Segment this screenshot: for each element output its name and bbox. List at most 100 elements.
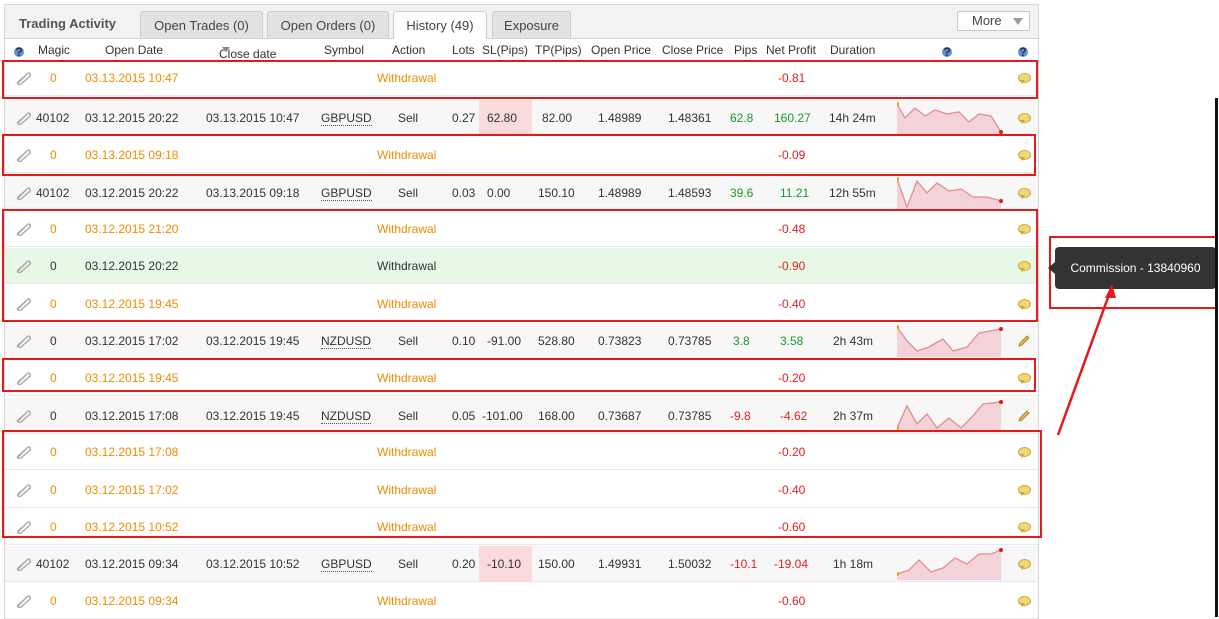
attachment-icon[interactable] [15, 259, 31, 273]
comment-icon[interactable] [1018, 150, 1031, 161]
pencil-icon[interactable] [1017, 409, 1031, 423]
symbol-link[interactable]: GBPUSD [321, 100, 372, 136]
col-sl[interactable]: SL(Pips) [482, 43, 529, 57]
tab-open-trades[interactable]: Open Trades (0) [140, 11, 263, 38]
open-date-cell: 03.12.2015 21:20 [85, 222, 179, 236]
col-close-price[interactable]: Close Price [662, 43, 724, 57]
table-row[interactable]: 0 03.12.2015 19:45 Withdrawal -0.20 [5, 360, 1038, 396]
attachment-icon[interactable] [15, 594, 31, 608]
table-row[interactable]: 0 03.12.2015 17:08 03.12.2015 19:45 NZDUSD S… [5, 398, 1038, 434]
tab-exposure[interactable]: Exposure [492, 11, 571, 38]
col-tp[interactable]: TP(Pips) [535, 43, 582, 57]
symbol-link[interactable]: NZDUSD [321, 398, 371, 434]
attachment-icon[interactable] [15, 557, 31, 571]
action-cell: Withdrawal [377, 259, 437, 273]
comment-icon[interactable] [1018, 447, 1031, 458]
magic-cell: 0 [50, 297, 57, 311]
col-duration[interactable]: Duration [830, 43, 876, 57]
attachment-icon[interactable] [15, 483, 31, 497]
comment-icon[interactable] [1018, 559, 1031, 570]
tab-history[interactable]: History (49) [393, 11, 487, 39]
symbol-text[interactable]: GBPUSD [321, 186, 372, 201]
comment-icon[interactable] [1018, 224, 1031, 235]
sl-cell: -10.10 [487, 557, 522, 571]
table-row[interactable]: 0 03.13.2015 09:18 Withdrawal -0.09 [5, 137, 1038, 173]
comment-icon[interactable] [1018, 485, 1031, 496]
open-price-cell: 1.48989 [598, 186, 642, 200]
commission-tooltip: Commission - 13840960 [1048, 247, 1216, 289]
comment-icon[interactable] [1018, 188, 1031, 199]
action-cell: Withdrawal [377, 371, 437, 385]
symbol-text[interactable]: NZDUSD [321, 334, 371, 349]
net-profit-cell: -0.40 [778, 297, 806, 311]
table-row[interactable]: 0 03.12.2015 17:08 Withdrawal -0.20 [5, 434, 1038, 470]
col-open-date[interactable]: Open Date [105, 43, 164, 57]
table-row[interactable]: 0 03.12.2015 09:34 Withdrawal -0.60 [5, 583, 1038, 619]
symbol-text[interactable]: GBPUSD [321, 111, 372, 126]
attachment-icon[interactable] [15, 297, 31, 311]
pencil-icon[interactable] [1017, 334, 1031, 348]
attachment-icon[interactable] [15, 409, 31, 423]
col-magic[interactable]: Magic [38, 43, 71, 57]
comment-icon[interactable] [1018, 73, 1031, 84]
action-cell: Withdrawal [377, 445, 437, 459]
magic-cell: 0 [50, 483, 57, 497]
tab-open-orders[interactable]: Open Orders (0) [267, 11, 389, 38]
table-row[interactable]: 0 03.12.2015 21:20 Withdrawal -0.48 [5, 211, 1038, 247]
annotation-box [2, 60, 1038, 99]
magic-cell: 0 [50, 445, 57, 459]
net-profit-cell: -0.40 [778, 483, 806, 497]
table-row[interactable]: 0 03.13.2015 10:47 Withdrawal -0.81 [5, 60, 1038, 96]
comment-icon[interactable] [1018, 596, 1031, 607]
comment-icon[interactable] [1018, 522, 1031, 533]
close-date-cell: 03.12.2015 19:45 [206, 334, 300, 348]
comment-icon[interactable] [1018, 113, 1031, 124]
comment-icon[interactable] [1018, 373, 1031, 384]
tp-cell: 150.00 [538, 557, 575, 571]
symbol-text[interactable]: GBPUSD [321, 557, 372, 572]
close-date-cell: 03.12.2015 10:52 [206, 557, 300, 571]
col-action[interactable]: Action [392, 43, 426, 57]
attachment-icon[interactable] [15, 186, 31, 200]
attachment-icon[interactable] [15, 334, 31, 348]
symbol-link[interactable]: GBPUSD [321, 175, 372, 211]
table-row[interactable]: 0 03.12.2015 20:22 Withdrawal -0.90 [5, 248, 1038, 284]
table-row[interactable]: 0 03.12.2015 17:02 Withdrawal -0.40 [5, 472, 1038, 508]
table-row[interactable]: 40102 03.12.2015 20:22 03.13.2015 09:18 GBP… [5, 175, 1038, 211]
attachment-icon[interactable] [15, 445, 31, 459]
attachment-icon[interactable] [15, 111, 31, 125]
close-price-cell: 1.48361 [668, 111, 712, 125]
attachment-icon[interactable] [15, 222, 31, 236]
trade-sparkline [897, 325, 1003, 357]
attachment-icon[interactable] [15, 371, 31, 385]
symbol-link[interactable]: NZDUSD [321, 323, 371, 359]
comment-icon[interactable] [1018, 261, 1031, 272]
tp-cell: 82.00 [542, 111, 573, 125]
comment-icon[interactable] [1018, 299, 1031, 310]
col-lots[interactable]: Lots [452, 43, 475, 57]
open-price-cell: 1.49931 [598, 557, 642, 571]
net-profit-cell: -0.20 [778, 371, 806, 385]
symbol-text[interactable]: NZDUSD [321, 409, 371, 424]
magic-cell: 0 [50, 371, 57, 385]
col-pips[interactable]: Pips [734, 43, 758, 57]
col-net-profit[interactable]: Net Profit [766, 43, 817, 57]
table-row[interactable]: 40102 03.12.2015 20:22 03.13.2015 10:47 GBP… [5, 100, 1038, 136]
magic-cell: 0 [50, 334, 57, 348]
attachment-icon[interactable] [15, 148, 31, 162]
table-row[interactable]: 0 03.12.2015 17:02 03.12.2015 19:45 NZDUSD S… [5, 323, 1038, 359]
more-dropdown[interactable]: More [957, 11, 1030, 31]
pips-cell: 39.6 [730, 186, 754, 200]
col-symbol[interactable]: Symbol [324, 43, 365, 57]
duration-cell: 2h 43m [833, 334, 874, 348]
col-open-price[interactable]: Open Price [591, 43, 652, 57]
table-row[interactable]: 0 03.12.2015 10:52 Withdrawal -0.60 [5, 509, 1038, 545]
pips-cell: 3.8 [733, 334, 750, 348]
attachment-icon[interactable] [15, 520, 31, 534]
attachment-icon[interactable] [15, 71, 31, 85]
sl-cell: 0.00 [487, 186, 511, 200]
symbol-link[interactable]: GBPUSD [321, 546, 372, 582]
table-row[interactable]: 40102 03.12.2015 09:34 03.12.2015 10:52 GBP… [5, 546, 1038, 582]
action-cell: Withdrawal [377, 222, 437, 236]
tp-cell: 150.10 [538, 186, 575, 200]
